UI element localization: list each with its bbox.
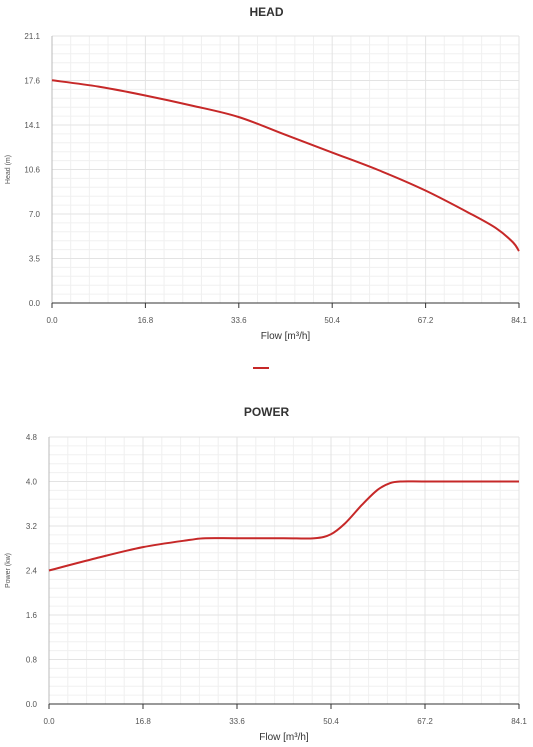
x-tick-label: 50.4 (324, 316, 340, 325)
series-line (51, 79, 520, 252)
legend-swatch[interactable] (253, 367, 269, 369)
y-tick-label: 17.6 (24, 77, 40, 86)
y-tick-label: 3.5 (29, 255, 41, 264)
grid-major (48, 436, 520, 705)
x-tick-label: 33.6 (231, 316, 247, 325)
y-tick-label: 10.6 (24, 166, 40, 175)
power-chart-svg: 0.0 16.8 33.6 50.4 67.2 84.1 0.0 0.8 1.6 2.4 3.2 4.… (5, 433, 527, 743)
power-chart-title: POWER (243, 405, 290, 419)
y-tick-label: 1.6 (26, 611, 38, 620)
grid-major (51, 35, 520, 304)
y-axis-label: Head (m) (5, 155, 12, 184)
y-tick-label: 2.4 (26, 567, 38, 576)
y-tick-label: 0.0 (26, 700, 38, 709)
x-tick-label: 50.4 (323, 717, 339, 726)
y-tick-label: 7.0 (29, 210, 41, 219)
power-chart: POWER 0.0 16.8 33.6 50.4 67.2 84.1 0.0 0.8 1.6 2.… (0, 400, 533, 747)
y-tick-label: 0.8 (26, 656, 38, 665)
x-tick-label: 33.6 (229, 717, 245, 726)
x-axis-label: Flow [m³/h] (261, 331, 311, 342)
legend (0, 360, 533, 376)
x-tick-label: 67.2 (418, 316, 434, 325)
head-chart-svg: 0.0 16.8 33.6 50.4 67.2 84.1 0.0 3.5 7.0 10.6 14.1… (5, 32, 527, 342)
x-tick-label: 84.1 (511, 316, 527, 325)
y-tick-label: 4.8 (26, 433, 38, 442)
y-tick-label: 3.2 (26, 522, 38, 531)
x-tick-label: 84.1 (511, 717, 527, 726)
x-tick-label: 0.0 (43, 717, 55, 726)
head-chart: HEAD 0.0 16.8 33.6 50.4 67.2 84.1 0.0 3.5 7.0 10.… (0, 0, 533, 350)
series-line (48, 480, 519, 572)
x-tick-label: 16.8 (135, 717, 151, 726)
y-tick-label: 14.1 (24, 121, 40, 130)
x-axis-label: Flow [m³/h] (259, 732, 309, 743)
head-chart-title: HEAD (249, 5, 284, 19)
x-tick-label: 16.8 (138, 316, 154, 325)
y-tick-label: 0.0 (29, 299, 41, 308)
y-tick-label: 21.1 (24, 32, 40, 41)
x-tick-label: 67.2 (417, 717, 433, 726)
x-tick-label: 0.0 (46, 316, 58, 325)
y-axis-label: Power (kw) (5, 553, 12, 588)
y-tick-label: 4.0 (26, 478, 38, 487)
